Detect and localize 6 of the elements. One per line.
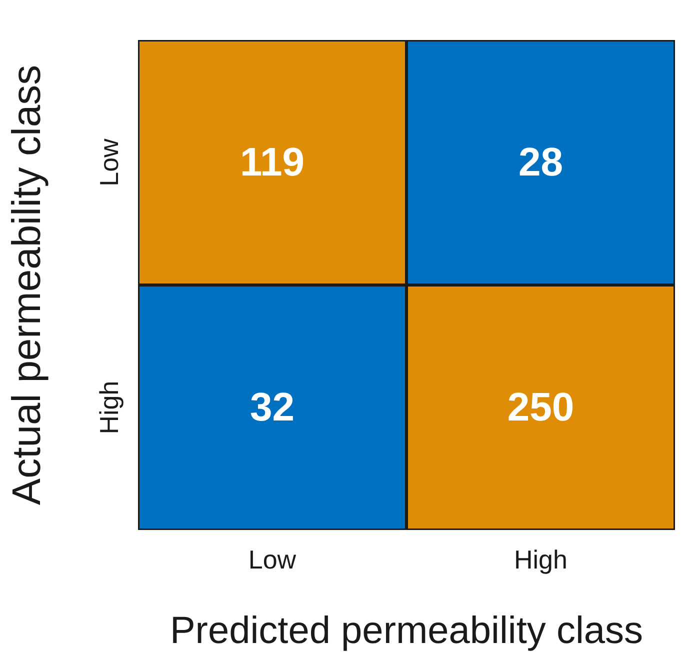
data-label: 250 [507,386,574,430]
x-axis-title: Predicted permeability class [170,610,644,652]
data-label: 28 [518,140,563,184]
data-label: 119 [240,140,305,184]
data-label: 32 [250,386,294,430]
y-axis-title: Actual permeability class [5,64,50,506]
